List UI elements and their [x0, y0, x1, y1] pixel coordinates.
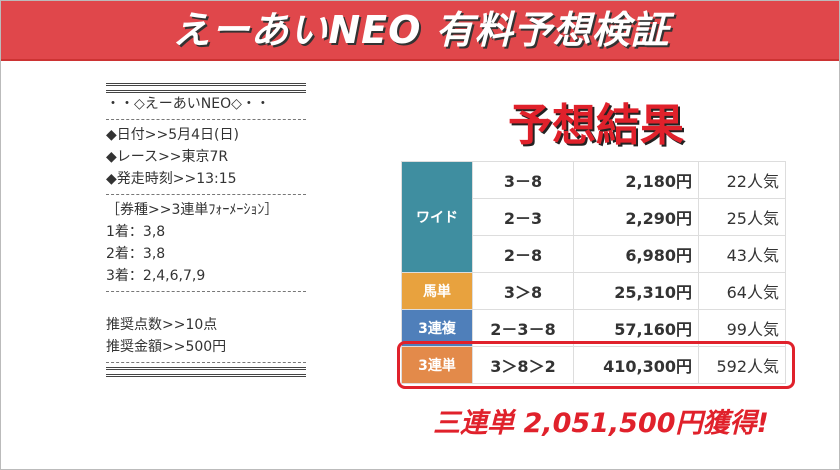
text-line: ・・◇えーあいNEO◇・・	[106, 96, 270, 112]
double-rule	[106, 367, 306, 377]
result-title: 予想結果	[508, 100, 684, 151]
table-row: 2－3 2,290円 25人気	[402, 198, 786, 236]
popularity: 64人気	[698, 272, 786, 310]
combination: 2－8	[472, 235, 574, 273]
bet-type: 3連複	[401, 309, 473, 347]
text-line: ◆日付>>5月4日(日)	[106, 127, 239, 143]
combination: 2－3－8	[472, 309, 574, 347]
payout: 6,980円	[573, 235, 699, 273]
table-row: ワイド 3－8 2,180円 22人気	[401, 161, 786, 273]
text-line: 推奨点数>>10点	[106, 317, 218, 333]
payout: 2,290円	[573, 198, 699, 236]
prediction-text: ・・◇えーあいNEO◇・・ ◆日付>>5月4日(日) ◆レース>>東京7R ◆発走時刻…	[106, 83, 306, 377]
highlight-box	[397, 341, 795, 389]
popularity: 592人気	[698, 346, 786, 384]
combination: 3－8	[472, 161, 574, 199]
total-text: 三連単 2,051,500円獲得!	[433, 408, 769, 439]
combination: 2－3	[472, 198, 574, 236]
table-row: 3連複 2－3－8 57,160円 99人気	[401, 309, 786, 347]
text-line: 推奨金額>>500円	[106, 339, 227, 355]
table-row: 3連単 3＞8＞2 410,300円 592人気	[401, 346, 786, 384]
bet-type: ワイド	[401, 161, 473, 273]
dashed-rule	[106, 291, 306, 292]
popularity: 43人気	[698, 235, 786, 273]
payout: 2,180円	[573, 161, 699, 199]
text-line: ［券種>>3連単ﾌｫｰﾒｰｼｮﾝ］	[106, 202, 279, 218]
popularity: 25人気	[698, 198, 786, 236]
text-line: ◆レース>>東京7R	[106, 149, 229, 165]
payout: 25,310円	[573, 272, 699, 310]
popularity: 22人気	[698, 161, 786, 199]
text-line: ◆発走時刻>>13:15	[106, 171, 237, 187]
bet-type: 3連単	[401, 346, 473, 384]
text-line: 2着：3,8	[106, 246, 166, 262]
result-table: ワイド 3－8 2,180円 22人気 2－3 2,290円 25人気 2－8 6,980円 43…	[401, 161, 786, 384]
combination: 3＞8	[472, 272, 574, 310]
text-line: 1着：3,8	[106, 224, 166, 240]
spacer	[106, 296, 306, 314]
dashed-rule	[106, 194, 306, 195]
dashed-rule	[106, 362, 306, 363]
double-rule	[106, 83, 306, 93]
header-title: えーあいNEO 有料予想検証	[172, 8, 670, 52]
table-row: 2－8 6,980円 43人気	[402, 235, 786, 273]
combination: 3＞8＞2	[472, 346, 574, 384]
text-line: 3着：2,4,6,7,9	[106, 268, 206, 284]
header-bar: えーあいNEO 有料予想検証	[1, 1, 839, 61]
table-row: 馬単 3＞8 25,310円 64人気	[401, 272, 786, 310]
payout: 57,160円	[573, 309, 699, 347]
dashed-rule	[106, 119, 306, 120]
bet-type: 馬単	[401, 272, 473, 310]
